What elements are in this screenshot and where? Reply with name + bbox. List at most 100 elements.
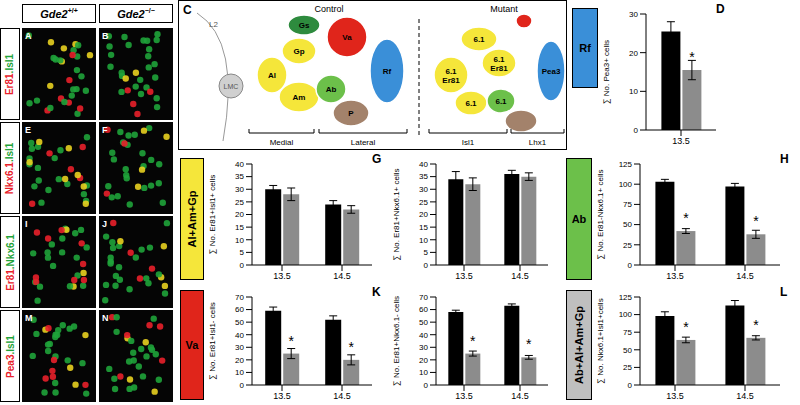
svg-text:Gp: Gp [293, 47, 304, 56]
svg-text:P: P [348, 109, 354, 118]
svg-text:Ab: Ab [326, 85, 337, 94]
svg-text:∑ No. Er81-Nkx6.1+ cells: ∑ No. Er81-Nkx6.1+ cells [596, 170, 605, 260]
svg-text:20: 20 [419, 210, 428, 219]
svg-text:75: 75 [623, 328, 632, 337]
svg-text:100: 100 [619, 310, 633, 319]
svg-text:25: 25 [623, 241, 632, 250]
svg-text:E: E [25, 125, 31, 135]
svg-text:60: 60 [235, 305, 244, 314]
svg-text:14.5: 14.5 [736, 391, 754, 401]
svg-text:Am: Am [293, 93, 306, 102]
svg-text:*: * [689, 49, 695, 65]
svg-text:35: 35 [235, 172, 244, 181]
svg-text:50: 50 [623, 346, 632, 355]
svg-text:13.5: 13.5 [666, 271, 684, 281]
svg-text:10: 10 [235, 236, 244, 245]
svg-text:L2: L2 [209, 20, 218, 29]
svg-text:5: 5 [240, 248, 245, 257]
svg-text:Al: Al [268, 71, 276, 80]
svg-text:20: 20 [235, 356, 244, 365]
svg-text:60: 60 [419, 305, 428, 314]
svg-text:14.5: 14.5 [511, 271, 529, 281]
svg-text:30: 30 [419, 185, 428, 194]
svg-text:0: 0 [424, 381, 429, 390]
svg-text:*: * [753, 213, 759, 229]
svg-text:*: * [348, 339, 354, 355]
svg-text:Control: Control [314, 4, 343, 14]
svg-text:50: 50 [235, 318, 244, 327]
svg-text:6.1: 6.1 [445, 67, 457, 76]
svg-text:∑ No. Er81+Nkx6.1- cells: ∑ No. Er81+Nkx6.1- cells [392, 296, 401, 386]
svg-text:13.5: 13.5 [273, 391, 291, 401]
svg-text:∑ No. Er81+Isl1- cells: ∑ No. Er81+Isl1- cells [208, 302, 217, 380]
svg-text:Pea3: Pea3 [542, 67, 561, 76]
svg-text:Lhx1: Lhx1 [529, 138, 547, 147]
svg-text:∑ No. Er81+Isl1+ cells: ∑ No. Er81+Isl1+ cells [208, 175, 217, 255]
svg-text:*: * [683, 319, 689, 335]
svg-text:30: 30 [235, 343, 244, 352]
svg-text:40: 40 [235, 160, 244, 169]
svg-text:∑ No. Er81+Nkx6.1+ cells: ∑ No. Er81+Nkx6.1+ cells [392, 169, 401, 261]
svg-text:13.5: 13.5 [455, 391, 473, 401]
svg-text:14.5: 14.5 [333, 271, 351, 281]
svg-text:30: 30 [629, 10, 638, 19]
svg-text:14.5: 14.5 [333, 391, 351, 401]
svg-text:0: 0 [634, 126, 639, 135]
svg-text:6.1: 6.1 [473, 35, 485, 44]
svg-text:125: 125 [619, 160, 633, 169]
svg-text:*: * [753, 317, 759, 333]
svg-text:C: C [183, 3, 192, 17]
svg-text:25: 25 [623, 363, 632, 372]
svg-text:*: * [470, 333, 476, 349]
svg-text:∑ No. Pea3+ cells: ∑ No. Pea3+ cells [602, 40, 611, 104]
svg-text:Rf: Rf [383, 67, 392, 76]
svg-text:6.1: 6.1 [493, 55, 505, 64]
svg-text:50: 50 [419, 318, 428, 327]
svg-text:10: 10 [629, 87, 638, 96]
svg-text:Er81: Er81 [490, 64, 508, 73]
svg-text:0: 0 [424, 261, 429, 270]
svg-text:∑ No. Nkx6.1+Isl1+cells: ∑ No. Nkx6.1+Isl1+cells [596, 298, 605, 383]
svg-text:30: 30 [419, 343, 428, 352]
svg-text:15: 15 [419, 223, 428, 232]
svg-text:25: 25 [235, 198, 244, 207]
svg-text:*: * [683, 210, 689, 226]
svg-text:20: 20 [235, 210, 244, 219]
svg-text:Er81: Er81 [442, 76, 460, 85]
svg-text:70: 70 [419, 293, 428, 302]
svg-text:Lateral: Lateral [351, 138, 376, 147]
svg-text:0: 0 [628, 381, 633, 390]
svg-text:50: 50 [623, 220, 632, 229]
svg-text:Gs: Gs [299, 21, 310, 30]
svg-text:6.1: 6.1 [495, 97, 507, 106]
svg-text:Va: Va [342, 33, 352, 42]
svg-text:N: N [102, 313, 109, 323]
svg-text:14.5: 14.5 [511, 391, 529, 401]
svg-text:I: I [25, 219, 28, 229]
svg-text:J: J [102, 219, 107, 229]
svg-text:14.5: 14.5 [736, 271, 754, 281]
svg-text:125: 125 [619, 293, 633, 302]
svg-text:40: 40 [419, 331, 428, 340]
svg-text:13.5: 13.5 [672, 136, 690, 146]
svg-text:25: 25 [419, 198, 428, 207]
svg-text:75: 75 [623, 200, 632, 209]
svg-text:Medial: Medial [270, 138, 294, 147]
svg-text:100: 100 [619, 180, 633, 189]
svg-text:*: * [288, 333, 294, 349]
svg-text:A: A [25, 31, 32, 41]
svg-text:6.1: 6.1 [465, 99, 477, 108]
svg-text:13.5: 13.5 [273, 271, 291, 281]
svg-text:0: 0 [240, 261, 245, 270]
svg-text:40: 40 [235, 331, 244, 340]
svg-text:35: 35 [419, 172, 428, 181]
svg-text:Isl1: Isl1 [462, 138, 475, 147]
svg-text:5: 5 [424, 248, 429, 257]
svg-text:*: * [526, 336, 532, 352]
svg-text:M: M [25, 313, 33, 323]
svg-text:B: B [102, 31, 109, 41]
svg-text:Mutant: Mutant [490, 4, 518, 14]
svg-text:40: 40 [419, 160, 428, 169]
svg-text:30: 30 [235, 185, 244, 194]
svg-text:15: 15 [235, 223, 244, 232]
